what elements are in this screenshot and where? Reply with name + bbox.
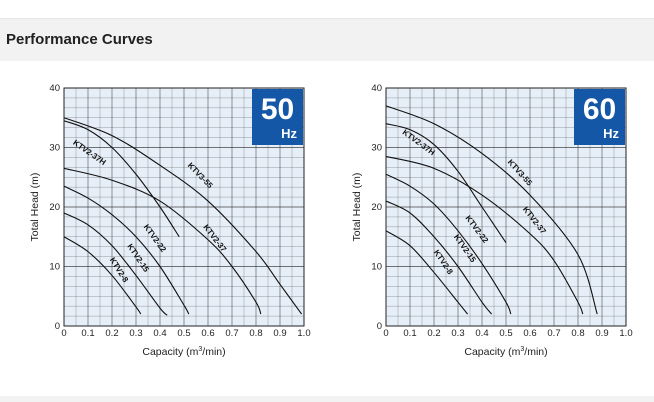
pump-curve-ktv2-8 [63,236,142,315]
pump-curve-ktv2-15 [385,200,493,315]
frequency-badge [252,89,303,145]
x-tick-label: 0.7 [547,328,560,339]
y-tick-label: 10 [371,262,382,273]
pump-curve-ktv2-37 [385,155,584,315]
frequency-badge-value: 50 [261,93,294,126]
pump-curve-ktv2-22 [385,173,512,315]
x-tick-label: 0.6 [201,328,214,339]
x-axis-label: Capacity (m3/min) [142,346,225,358]
chart-50hz: 0 0.1 0.2 0.3 0.4 0.5 0.6 0.7 0.8 0.9 1.0 0 10 20 30 40… [29,83,311,358]
x-tick-label: 0.1 [81,328,94,339]
x-tick-label: 0.3 [451,328,464,339]
pump-curve-ktv2-37h [385,123,507,244]
bottom-strip [0,396,654,402]
x-tick-label: 1.0 [619,328,632,339]
x-tick-label: 0.8 [249,328,262,339]
x-tick-label: 0.8 [571,328,584,339]
pump-curve-ktv3-55 [385,105,598,315]
x-tick-label: 0.5 [177,328,190,339]
pump-curve-ktv2-37 [63,167,262,315]
x-tick-label: 0 [383,328,388,339]
plot-frame [63,87,305,327]
section-title: Performance Curves [6,31,153,48]
y-tick-label: 0 [377,321,382,332]
section-header: Performance Curves [0,18,654,61]
x-tick-label: 0.4 [475,328,488,339]
x-tick-label: 0.2 [427,328,440,339]
frequency-badge-value: 60 [583,93,616,126]
y-tick-label: 40 [371,83,382,94]
x-tick-label: 0.5 [499,328,512,339]
y-tick-label: 0 [55,321,60,332]
pump-curve-ktv2-15 [63,212,168,316]
frequency-badge-unit: Hz [281,126,297,141]
pump-curve-ktv3-55 [63,117,303,315]
y-axis-label: Total Head (m) [351,173,363,242]
x-tick-label: 0.9 [595,328,608,339]
y-tick-label: 30 [49,143,60,154]
x-tick-label: 0.9 [273,328,286,339]
pump-curve-ktv2-22 [63,185,190,315]
y-tick-label: 20 [49,202,60,213]
x-tick-label: 0.7 [225,328,238,339]
y-axis-label: Total Head (m) [29,173,41,242]
x-tick-label: 1.0 [297,328,310,339]
x-tick-label: 0.1 [403,328,416,339]
y-tick-label: 20 [371,202,382,213]
pump-curve-ktv2-8 [385,230,469,315]
frequency-badge-unit: Hz [603,126,619,141]
y-tick-label: 10 [49,262,60,273]
x-tick-label: 0.6 [523,328,536,339]
x-tick-label: 0 [61,328,66,339]
x-tick-label: 0.3 [129,328,142,339]
y-tick-label: 30 [371,143,382,154]
x-tick-label: 0.4 [153,328,166,339]
x-axis-label: Capacity (m3/min) [464,346,547,358]
plot-frame [385,87,627,327]
pump-curve-ktv2-37h [63,120,180,238]
y-tick-label: 40 [49,83,60,94]
top-strip [0,0,654,18]
x-tick-label: 0.2 [105,328,118,339]
frequency-badge [574,89,625,145]
chart-60hz: 0 0.1 0.2 0.3 0.4 0.5 0.6 0.7 0.8 0.9 1.0 0 10 20 30 40… [351,83,633,358]
